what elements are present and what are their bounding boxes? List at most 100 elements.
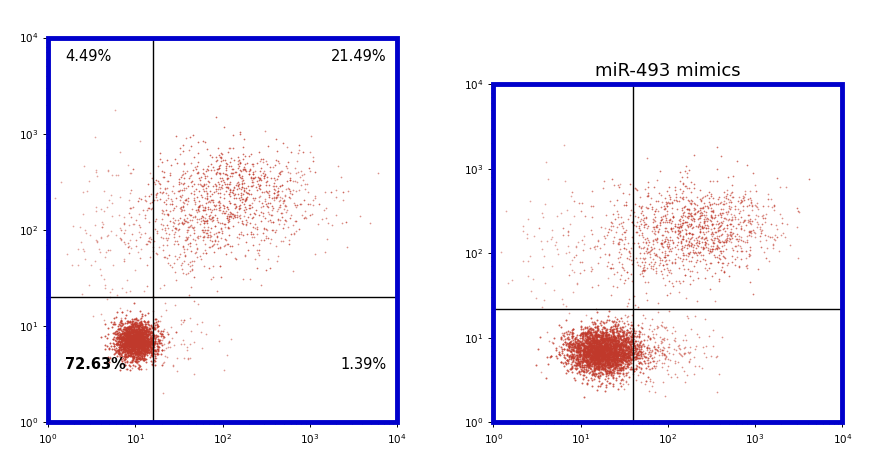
Point (143, 339, 157, 346)
Point (120, 333, 134, 341)
Point (138, 330, 152, 337)
Point (571, 352, 585, 360)
Point (201, 224, 215, 231)
Point (139, 342, 153, 349)
Point (636, 353, 650, 360)
Point (596, 354, 610, 361)
Point (269, 182, 283, 189)
Point (618, 357, 632, 364)
Point (619, 353, 633, 361)
Point (601, 358, 615, 365)
Point (572, 369, 586, 376)
Point (601, 371, 615, 378)
Point (597, 338, 611, 345)
Point (208, 230, 222, 238)
Point (683, 206, 697, 214)
Point (155, 346, 169, 354)
Point (643, 365, 656, 373)
Point (118, 335, 132, 342)
Point (578, 347, 592, 354)
Point (578, 346, 592, 354)
Point (158, 227, 172, 234)
Point (185, 216, 199, 224)
Point (582, 363, 596, 370)
Point (76, 210, 90, 218)
Point (118, 340, 132, 348)
Point (128, 328, 142, 335)
Point (592, 350, 606, 358)
Point (601, 346, 615, 354)
Point (611, 329, 625, 337)
Point (59, 250, 73, 257)
Point (575, 335, 589, 343)
Point (687, 215, 701, 223)
Point (711, 223, 725, 231)
Point (590, 352, 604, 360)
Point (594, 332, 608, 339)
Point (663, 343, 677, 351)
Point (127, 340, 141, 348)
Point (673, 193, 687, 200)
Point (144, 338, 158, 346)
Point (619, 340, 633, 348)
Point (130, 338, 144, 346)
Point (212, 201, 226, 208)
Point (598, 344, 612, 352)
Point (142, 337, 156, 344)
Point (588, 332, 602, 340)
Point (587, 352, 601, 359)
Point (123, 325, 137, 333)
Point (602, 325, 616, 333)
Point (183, 239, 197, 247)
Point (128, 348, 142, 356)
Point (607, 356, 621, 363)
Point (118, 337, 132, 345)
Point (244, 174, 258, 182)
Point (628, 341, 642, 349)
Point (574, 362, 588, 369)
Point (135, 329, 149, 337)
Point (581, 349, 595, 356)
Point (582, 352, 596, 359)
Point (573, 331, 587, 339)
Point (122, 335, 136, 343)
Point (698, 264, 711, 272)
Point (682, 358, 696, 365)
Point (288, 177, 302, 185)
Point (132, 357, 146, 364)
Point (202, 178, 216, 186)
Point (220, 203, 234, 211)
Point (149, 249, 163, 256)
Point (709, 228, 723, 235)
Point (659, 199, 673, 206)
Point (713, 218, 727, 226)
Point (134, 333, 148, 340)
Point (120, 243, 134, 250)
Point (100, 246, 114, 254)
Point (244, 179, 258, 186)
Point (597, 351, 611, 358)
Point (601, 337, 615, 345)
Point (215, 178, 229, 185)
Point (98, 341, 112, 348)
Point (125, 336, 139, 344)
Point (695, 195, 709, 202)
Point (123, 342, 137, 349)
Point (598, 358, 612, 366)
Point (230, 179, 244, 187)
Point (120, 329, 134, 336)
Point (144, 341, 158, 349)
Point (587, 348, 601, 355)
Point (593, 338, 607, 345)
Point (592, 348, 606, 356)
Point (145, 330, 159, 337)
Point (152, 338, 166, 346)
Point (139, 341, 153, 348)
Point (601, 368, 615, 375)
Point (130, 355, 144, 363)
Point (640, 244, 654, 251)
Point (582, 323, 596, 330)
Point (121, 330, 135, 338)
Point (614, 181, 628, 188)
Point (581, 343, 595, 351)
